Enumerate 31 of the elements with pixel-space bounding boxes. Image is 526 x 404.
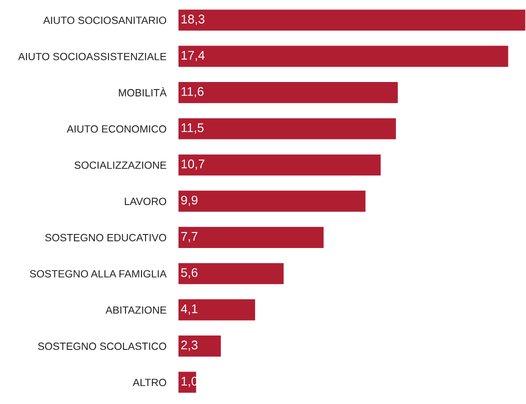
- data-label: 4,1: [180, 304, 198, 315]
- y-tick-label: SOCIALIZZAZIONE: [74, 161, 166, 169]
- y-tick-label: AIUTO SOCIOSANITARIO: [43, 16, 166, 24]
- y-tick-label: AIUTO ECONOMICO: [66, 125, 166, 133]
- y-tick-label: AIUTO SOCIOASSISTENZIALE: [18, 52, 166, 60]
- data-label: 10,7: [182, 159, 204, 170]
- data-label: 9,9: [181, 196, 198, 206]
- data-label: 2,3: [181, 340, 198, 351]
- bar: [178, 8, 526, 32]
- y-tick-label: LAVORO: [124, 198, 166, 206]
- data-label: 11,5: [182, 123, 204, 134]
- data-label: 17,4: [182, 50, 205, 62]
- data-label: 11,6: [182, 87, 204, 98]
- bar: [178, 298, 256, 322]
- bar: [178, 44, 510, 68]
- y-tick-label: SOSTEGNO SCOLASTICO: [38, 342, 166, 350]
- data-label: 5,6: [181, 268, 198, 278]
- y-tick-label: MOBILITÀ: [118, 87, 167, 96]
- bar: [178, 189, 367, 214]
- bar: [178, 80, 400, 104]
- data-label: 7,7: [181, 232, 198, 242]
- y-tick-label: SOSTEGNO EDUCATIVO: [45, 234, 166, 242]
- bar: [178, 334, 222, 358]
- bar: [178, 262, 286, 286]
- bar: [178, 153, 382, 177]
- y-tick-label: SOSTEGNO ALLA FAMIGLIA: [30, 270, 167, 278]
- data-label: 18,3: [182, 14, 204, 25]
- bar: [178, 225, 325, 250]
- bar: [178, 116, 398, 141]
- y-tick-label: ABITAZIONE: [106, 306, 166, 314]
- y-tick-label: ALTRO: [132, 378, 166, 386]
